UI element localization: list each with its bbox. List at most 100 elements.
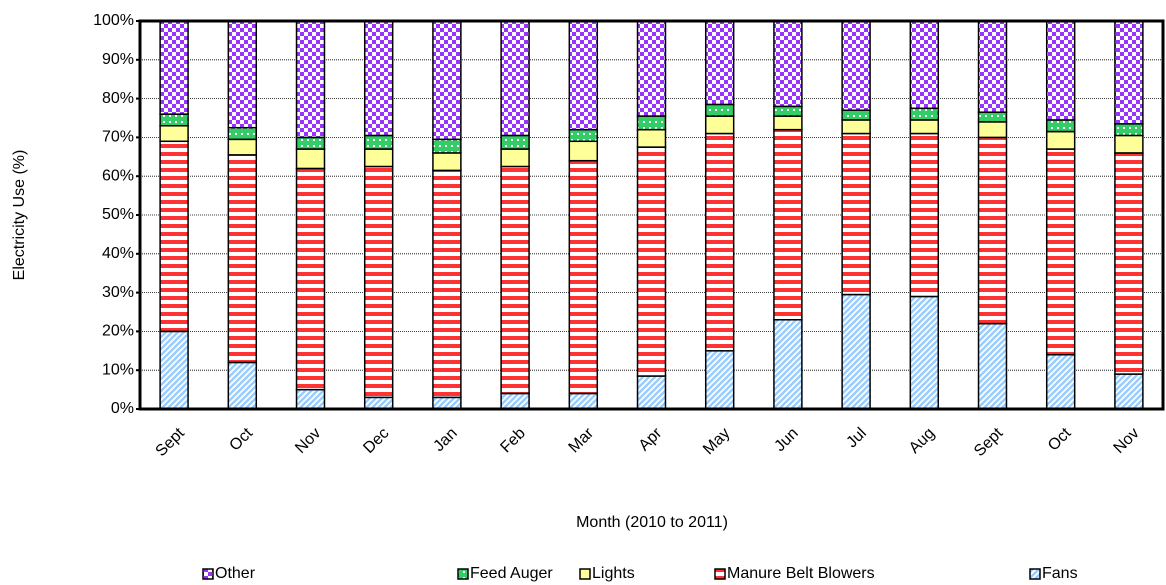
bar-segment [363,396,394,410]
x-tick-label: Apr [636,424,666,454]
bar-segment [636,115,667,131]
bar-segment [568,128,599,143]
bar-segment [773,115,803,131]
bar-segment [1045,148,1076,356]
bar-segment [295,136,326,150]
y-tick-label: 40% [102,245,134,262]
bar-segment [159,20,189,115]
bar-segment [363,20,394,137]
bar-segment [159,113,189,127]
bar-segment [977,20,1008,113]
bar-segment [227,126,258,141]
bar-segment [500,20,530,137]
bar-segment [1045,130,1076,150]
bar-segment [977,121,1008,139]
bar-segment [704,103,735,117]
bar-segment [773,20,803,108]
legend-swatch [714,568,726,580]
x-tick-label: Aug [906,425,938,457]
x-tick-label: Dec [360,425,392,457]
x-tick-label: Jul [843,425,869,451]
bar-segment [636,128,667,148]
bar-segment [636,146,667,377]
bar-segment [636,375,667,410]
x-tick-label: Nov [1111,425,1143,457]
bar-segment [432,152,462,172]
x-tick-label: Jun [771,425,801,455]
bar-segment [227,361,258,410]
bar-segment [1114,123,1144,137]
legend-label: Lights [592,565,635,582]
bar-segment [500,392,530,410]
bar-segment [295,20,326,139]
bar-segment [636,20,667,117]
bar-segment [841,109,871,121]
x-tick-label: Oct [226,424,256,454]
x-tick-label: Sept [971,424,1007,460]
legend-label: Other [215,565,256,582]
legend-label: Fans [1042,565,1078,582]
bar-segment [909,295,940,410]
x-tick-label: May [700,425,733,458]
bar-segment [841,132,871,296]
bar-segment [1114,20,1144,125]
legend-label: Manure Belt Blowers [727,565,875,582]
bar-segment [227,20,258,129]
bar-segment [841,293,871,410]
bar-segment [363,165,394,399]
bar-segment [1114,373,1144,410]
y-tick-label: 100% [93,12,134,29]
bar-segment [159,140,189,333]
bar-segment [568,20,599,131]
bar-segment [841,20,871,111]
bar-segment [159,330,189,410]
bar-segment [909,132,940,298]
x-tick-label: Oct [1045,424,1075,454]
bar-segment [159,125,189,143]
x-tick-label: Feb [497,425,529,457]
y-tick-label: 70% [102,129,134,146]
bar-segment [295,388,326,410]
bar-segment [363,134,394,150]
bar-segment [432,396,462,410]
legend-swatch [579,568,591,580]
bar-segment [773,105,803,117]
legend-swatch [457,568,469,580]
bar-segment [568,140,599,162]
y-tick-label: 90% [102,51,134,68]
y-tick-label: 0% [111,400,134,417]
bar-segment [977,111,1008,123]
x-tick-label: Mar [566,424,598,456]
bar-segment [704,132,735,352]
bar-segment [1045,353,1076,410]
bar-segment [432,20,462,141]
bar-segment [841,119,871,135]
y-tick-label: 20% [102,323,134,340]
legend-label: Feed Auger [470,565,553,582]
bar-segment [909,119,940,135]
bar-segment [1045,119,1076,133]
bar-segment [704,350,735,410]
bar-segment [1045,20,1076,121]
bar-segment [363,148,394,168]
y-tick-label: 80% [102,90,134,107]
y-tick-label: 10% [102,361,134,378]
y-axis-label: Electricity Use (%) [11,150,28,281]
x-tick-label: Nov [292,425,324,457]
bar-segment [500,165,530,395]
y-tick-label: 60% [102,167,134,184]
y-tick-label: 30% [102,284,134,301]
x-tick-label: Sept [153,424,189,460]
bar-segment [1114,134,1144,154]
bar-segment [568,392,599,410]
bar-segment [432,169,462,399]
bar-segment [773,319,803,410]
bar-segment [500,134,530,150]
bar-segment [773,128,803,321]
bar-segment [704,20,735,106]
x-axis-label: Month (2010 to 2011) [576,514,728,531]
plot-frame [138,19,1165,411]
bar-segment [909,20,940,110]
